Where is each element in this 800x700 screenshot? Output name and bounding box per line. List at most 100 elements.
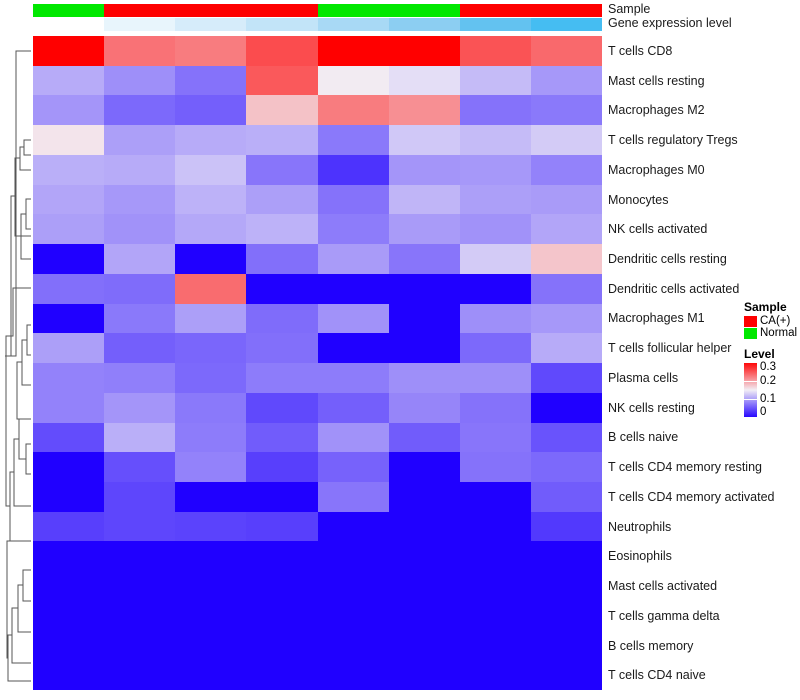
row-label-text: T cells regulatory Tregs [608, 133, 738, 148]
heatmap-cell [530, 452, 602, 483]
heatmap-cell [530, 125, 602, 155]
heatmap-cell [33, 184, 105, 215]
row-label: Mast cells activated [608, 571, 800, 601]
heatmap-cell [317, 244, 389, 274]
heatmap-row [33, 95, 602, 126]
heatmap-cell [530, 422, 602, 453]
heatmap-cell [317, 571, 389, 601]
heatmap-cell [388, 452, 460, 483]
level-tick-mark [744, 362, 757, 363]
heatmap-cell [530, 95, 602, 126]
sample-annotation-cell [33, 4, 105, 17]
row-label-text: B cells naive [608, 430, 679, 445]
heatmap-row [33, 660, 602, 691]
legend-swatch [744, 315, 757, 327]
heatmap-cell [317, 303, 389, 334]
heatmap-cell [246, 363, 318, 393]
heatmap-cell [175, 36, 247, 66]
heatmap-cell [175, 273, 247, 304]
heatmap-cell [530, 363, 602, 393]
heatmap-cell [530, 303, 602, 334]
heatmap-cell [33, 541, 105, 572]
gene-expression-annotation-bar [33, 18, 602, 31]
heatmap-cell [530, 600, 602, 631]
heatmap-cell [459, 482, 531, 512]
legend-level-title: Level [744, 347, 775, 361]
row-label: T cells CD8 [608, 36, 800, 66]
heatmap-cell [530, 273, 602, 304]
legend-sample-title: Sample [744, 300, 787, 314]
heatmap-cell [104, 630, 176, 661]
heatmap-cell [459, 511, 531, 542]
heatmap-cell [104, 184, 176, 215]
row-label: Macrophages M0 [608, 155, 800, 185]
heatmap-cell [388, 125, 460, 155]
row-label-text: Neutrophils [608, 519, 672, 534]
heatmap-cell [33, 154, 105, 185]
level-tick-label: 0.2 [760, 374, 776, 387]
legend-level-block: Level 0.3 0.2 0.1 0 [744, 347, 800, 418]
heatmap-cell [317, 392, 389, 423]
row-label-text: T cells CD4 naive [608, 668, 706, 683]
heatmap-row [33, 452, 602, 483]
row-label-text: Dendritic cells resting [608, 252, 727, 266]
heatmap-cell [317, 154, 389, 185]
row-label-text: NK cells activated [608, 222, 708, 237]
heatmap-row [33, 363, 602, 393]
legend: Sample CA(+) Normal Level 0.3 0.2 0.1 0 [744, 300, 800, 418]
heatmap-cell [246, 630, 318, 661]
heatmap-cell [33, 452, 105, 483]
heatmap-cell [33, 125, 105, 155]
heatmap-cell [175, 65, 247, 96]
heatmap-cell [388, 630, 460, 661]
heatmap-cell [530, 184, 602, 215]
heatmap-cell [246, 333, 318, 364]
row-label: Dendritic cells activated [608, 274, 800, 304]
heatmap-cell [317, 363, 389, 393]
row-label: T cells CD4 naive [608, 660, 800, 690]
heatmap-cell [530, 214, 602, 245]
row-label-text: NK cells resting [608, 400, 695, 415]
row-label: T cells gamma delta [608, 601, 800, 631]
heatmap-row [33, 154, 602, 185]
heatmap-grid [33, 36, 602, 691]
row-label: T cells follicular helper [608, 333, 800, 363]
level-tick-label: 0.3 [760, 361, 776, 373]
heatmap-cell [33, 600, 105, 631]
heatmap-cell [388, 541, 460, 572]
heatmap-cell [388, 422, 460, 453]
level-colorbar [744, 362, 757, 418]
row-label: Dendritic cells resting [608, 244, 800, 274]
heatmap-cell [104, 65, 176, 96]
heatmap-cell [317, 273, 389, 304]
heatmap-cell [175, 600, 247, 631]
row-label: B cells memory [608, 631, 800, 661]
heatmap-cell [459, 600, 531, 631]
heatmap-cell [33, 214, 105, 245]
row-label-text: Dendritic cells activated [608, 281, 740, 296]
heatmap-cell [104, 571, 176, 601]
gene-expression-annotation-cell [175, 18, 247, 31]
heatmap-cell [317, 452, 389, 483]
heatmap-row [33, 273, 602, 304]
heatmap-cell [459, 660, 531, 691]
heatmap-cell [530, 541, 602, 572]
heatmap-cell [104, 244, 176, 274]
heatmap-cell [388, 214, 460, 245]
heatmap-cell [104, 600, 176, 631]
heatmap-cell [388, 65, 460, 96]
heatmap-cell [104, 660, 176, 691]
heatmap-row [33, 214, 602, 245]
heatmap-cell [175, 363, 247, 393]
heatmap-row [33, 244, 602, 274]
heatmap-cell [459, 422, 531, 453]
heatmap-cell [246, 482, 318, 512]
heatmap-cell [388, 660, 460, 691]
heatmap-cell [33, 482, 105, 512]
heatmap-cell [388, 511, 460, 542]
sample-annotation-cell [459, 4, 531, 17]
row-label-text: Monocytes [608, 192, 669, 207]
heatmap-cell [246, 65, 318, 96]
heatmap-cell [530, 630, 602, 661]
